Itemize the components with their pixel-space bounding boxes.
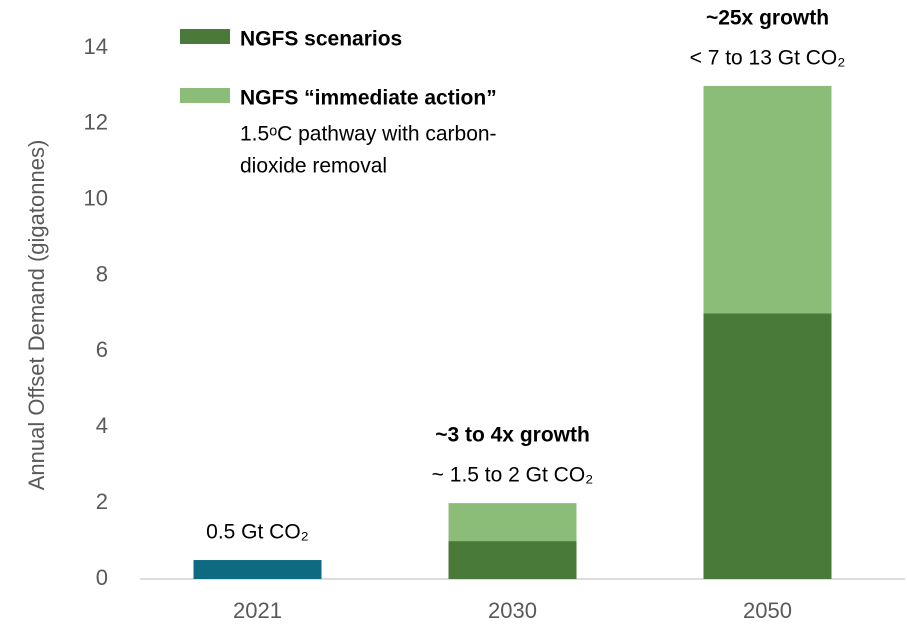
x-tick-label: 2050 — [743, 598, 792, 623]
annotation-title: ~3 to 4x growth — [435, 424, 590, 447]
bar-segment — [448, 541, 577, 579]
legend-description: 1.5ᵒC pathway with carbon- — [240, 123, 497, 146]
legend-swatch — [180, 88, 230, 103]
y-axis-label: Annual Offset Demand (gigatonnes) — [24, 140, 49, 491]
annotation-text: ~ 1.5 to 2 Gt CO₂ — [432, 464, 594, 487]
annotation-title: ~25x growth — [706, 6, 829, 29]
y-tick-label: 2 — [96, 489, 108, 514]
y-tick-label: 0 — [96, 565, 108, 590]
y-tick-label: 12 — [84, 110, 108, 135]
y-tick-label: 4 — [96, 413, 108, 438]
x-tick-label: 2021 — [233, 598, 282, 623]
y-tick-label: 14 — [84, 34, 108, 59]
legend-label: NGFS “immediate action” — [240, 87, 497, 110]
y-tick-label: 8 — [96, 261, 108, 286]
bar-segment — [703, 313, 832, 579]
bar-segment — [703, 85, 832, 314]
x-tick-label: 2030 — [488, 598, 537, 623]
annotation-text: < 7 to 13 Gt CO₂ — [690, 46, 846, 69]
bar-segment — [193, 560, 322, 579]
legend-swatch — [180, 29, 230, 44]
legend-description: dioxide removal — [240, 155, 387, 178]
legend-label: NGFS scenarios — [240, 28, 402, 51]
bar-segment — [448, 503, 577, 542]
y-tick-label: 10 — [84, 186, 108, 211]
y-tick-label: 6 — [96, 337, 108, 362]
annotation-text: 0.5 Gt CO₂ — [206, 521, 309, 544]
